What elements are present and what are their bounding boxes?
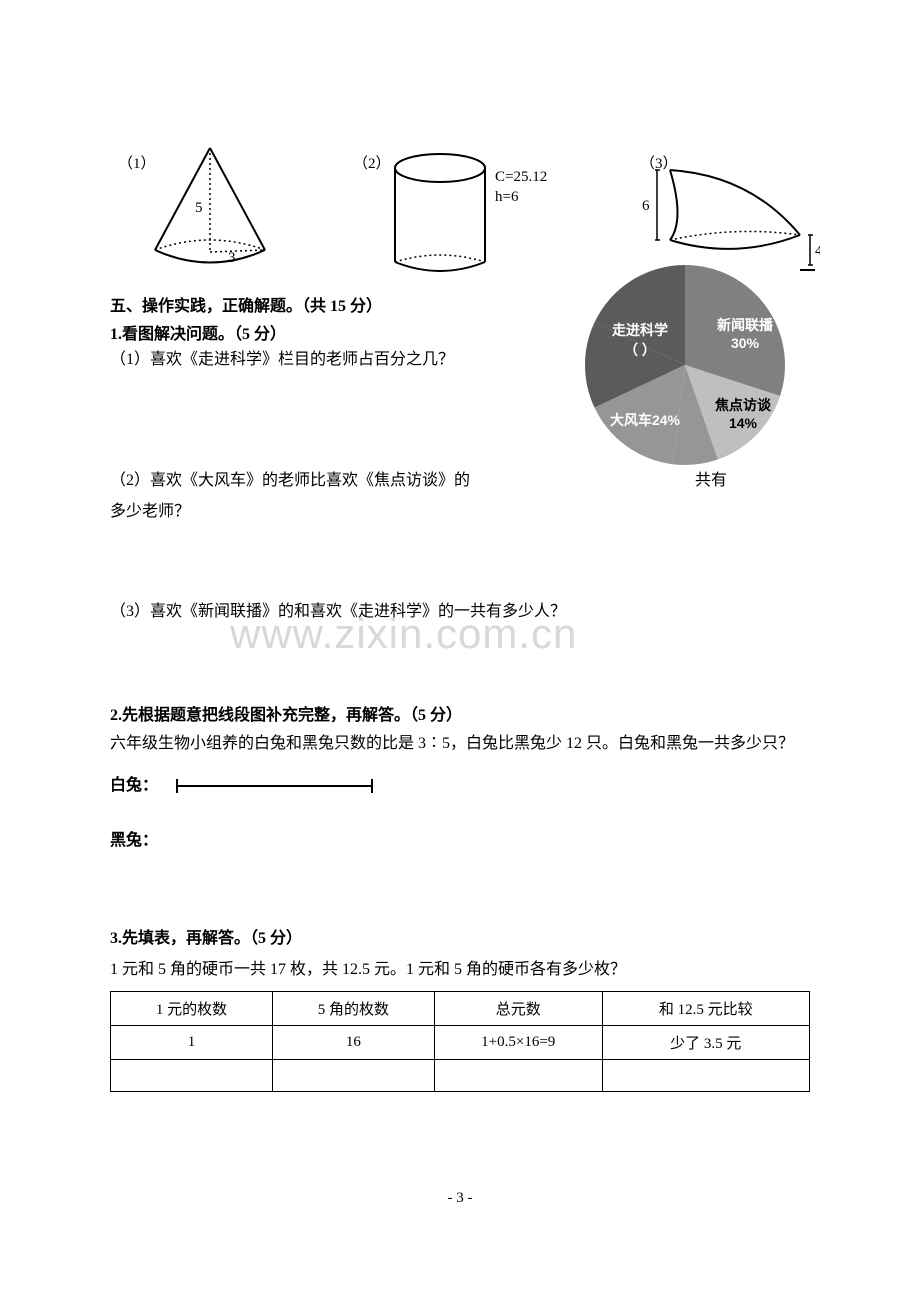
cyl-h: h=6 bbox=[495, 188, 547, 208]
table-row: 1 元的枚数 5 角的枚数 总元数 和 12.5 元比较 bbox=[111, 991, 810, 1025]
table-row bbox=[111, 1059, 810, 1091]
pie-text: （ ） bbox=[600, 340, 680, 360]
cylinder-diagram bbox=[380, 140, 500, 290]
q3-title: 3.先填表，再解答。（5 分） bbox=[110, 924, 810, 948]
svg-text:6: 6 bbox=[642, 198, 650, 214]
td-empty bbox=[272, 1059, 434, 1091]
td: 少了 3.5 元 bbox=[602, 1025, 809, 1059]
pie-text: 30% bbox=[705, 335, 785, 351]
td: 1 bbox=[111, 1025, 273, 1059]
td: 16 bbox=[272, 1025, 434, 1059]
cone-diagram: 5 3 bbox=[125, 140, 295, 280]
q1-p2-left: （2）喜欢《大风车》的老师比喜欢《焦点访谈》的 bbox=[110, 467, 470, 496]
td-empty bbox=[111, 1059, 273, 1091]
th-1: 1 元的枚数 bbox=[111, 991, 273, 1025]
pie-wind-label: 大风车24% bbox=[600, 410, 690, 430]
cyl-c: C=25.12 bbox=[495, 168, 547, 188]
cone-radius: 3 bbox=[228, 250, 236, 266]
black-rabbit-label: 黑兔： bbox=[110, 832, 158, 849]
q1-p2-line2: 多少老师？ bbox=[110, 498, 810, 527]
svg-text:4: 4 bbox=[815, 243, 820, 259]
cylinder-values: C=25.12 h=6 bbox=[495, 168, 547, 207]
pie-text: 新闻联播 bbox=[705, 315, 785, 335]
white-rabbit-label: 白兔： bbox=[110, 777, 158, 794]
q3-body: 1 元和 5 角的硬币一共 17 枚，共 12.5 元。1 元和 5 角的硬币各… bbox=[110, 956, 810, 985]
q1-p2-tail: 共有 bbox=[695, 467, 727, 496]
coin-table: 1 元的枚数 5 角的枚数 总元数 和 12.5 元比较 1 16 1+0.5×… bbox=[110, 991, 810, 1092]
th-3: 总元数 bbox=[434, 991, 602, 1025]
cone-height: 5 bbox=[195, 200, 203, 216]
td: 1+0.5×16=9 bbox=[434, 1025, 602, 1059]
table-row: 1 16 1+0.5×16=9 少了 3.5 元 bbox=[111, 1025, 810, 1059]
q2-body: 六年级生物小组养的白兔和黑兔只数的比是 3∶5，白兔比黑兔少 12 只。白兔和黑… bbox=[110, 727, 810, 761]
pie-text: 焦点访谈 bbox=[703, 395, 783, 415]
pie-text: 14% bbox=[703, 415, 783, 431]
th-4: 和 12.5 元比较 bbox=[602, 991, 809, 1025]
pie-news-label: 新闻联播 30% bbox=[705, 315, 785, 351]
pie-text: 走进科学 bbox=[600, 320, 680, 340]
td-empty bbox=[602, 1059, 809, 1091]
th-2: 5 角的枚数 bbox=[272, 991, 434, 1025]
pie-chart: 走进科学 （ ） 新闻联播 30% 焦点访谈 14% 大风车24% bbox=[545, 260, 825, 470]
watermark: www.zixin.com.cn bbox=[230, 610, 577, 658]
pie-science-label: 走进科学 （ ） bbox=[600, 320, 680, 360]
pie-focus-label: 焦点访谈 14% bbox=[703, 395, 783, 431]
q2-title: 2.先根据题意把线段图补充完整，再解答。（5 分） bbox=[110, 701, 810, 725]
td-empty bbox=[434, 1059, 602, 1091]
white-rabbit-bar bbox=[172, 776, 382, 796]
page-number: - 3 - bbox=[0, 1190, 920, 1207]
q1-p1: （1）喜欢《走进科学》栏目的老师占百分之几？ bbox=[110, 346, 470, 375]
